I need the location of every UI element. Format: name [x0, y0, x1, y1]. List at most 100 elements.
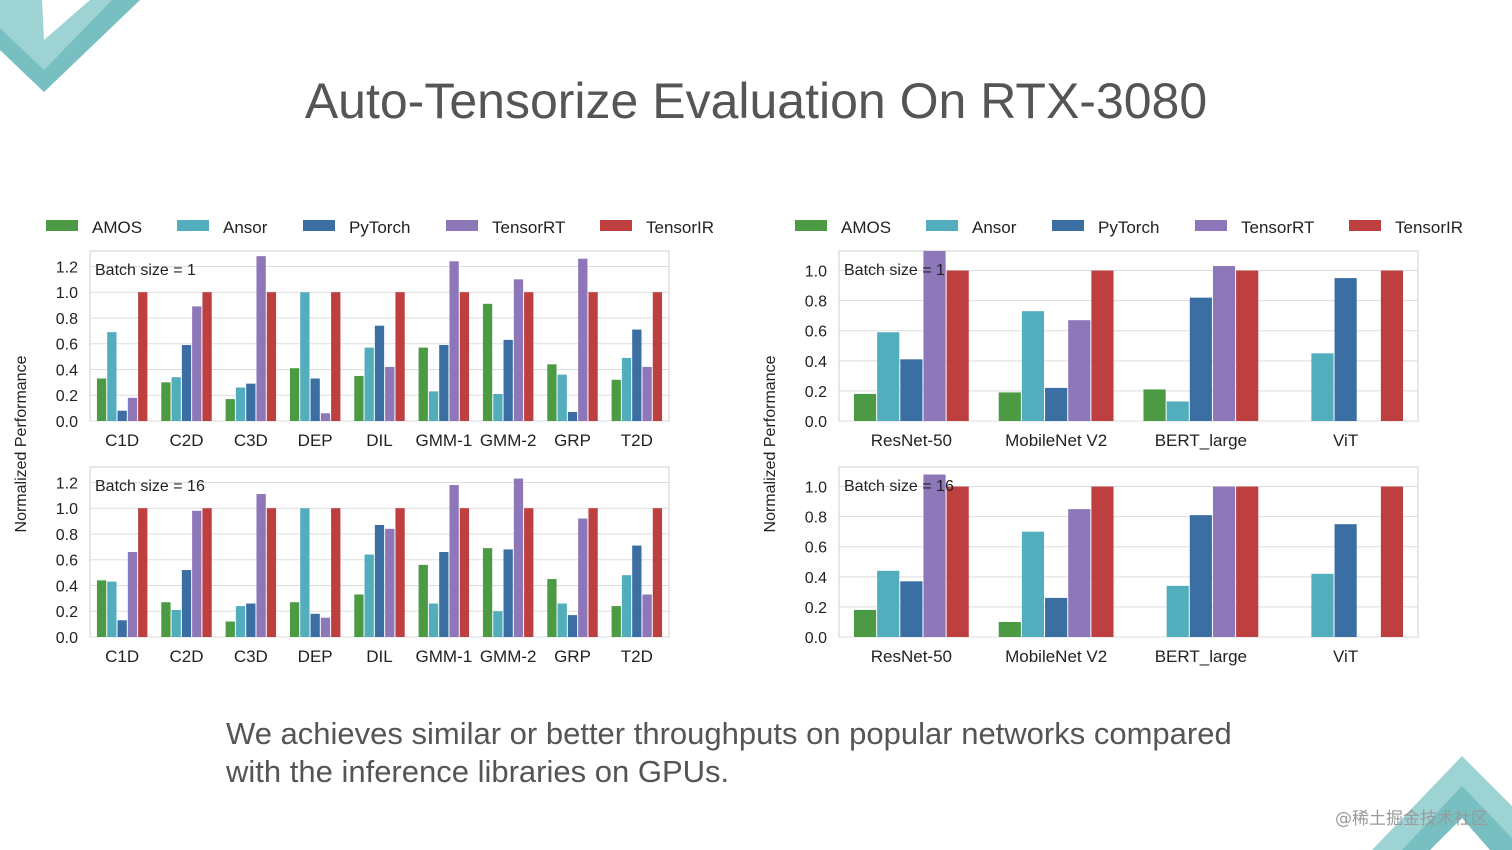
bar-amos-gmm-1 — [418, 347, 428, 421]
y-tick-label: 0.2 — [805, 600, 827, 617]
chart-panel-operators-batch-1: 0.0 0.2 0.4 0.6 0.8 1.0 1.2 C1D C2D C3D DEP DIL GMM-… — [46, 218, 714, 450]
bar-pytorch-gmm-1 — [439, 552, 449, 637]
x-tick-label: DEP — [298, 647, 333, 666]
legend-swatch-ansor — [177, 220, 209, 231]
bar-tensorir-grp — [588, 292, 598, 421]
legend-label-pytorch: PyTorch — [1098, 218, 1159, 237]
bar-tensorrt-c1d — [127, 552, 138, 637]
bar-tensorrt-dep — [320, 413, 331, 421]
bar-tensorir-vit — [1380, 270, 1404, 421]
legend-swatch-tensorrt — [1195, 220, 1227, 231]
bar-ansor-mobilenet-v2 — [1021, 531, 1045, 637]
y-tick-label: 0.8 — [805, 294, 827, 311]
bar-ansor-resnet-50 — [877, 570, 900, 637]
bar-tensorir-vit — [1380, 486, 1404, 637]
x-tick-label: ResNet-50 — [871, 647, 952, 666]
bar-ansor-gmm-1 — [428, 391, 439, 421]
batch-size-annotation: Batch size = 1 — [95, 262, 196, 279]
x-tick-label: MobileNet V2 — [1005, 431, 1107, 450]
y-tick-label: 0.0 — [56, 630, 78, 647]
watermark-text: @稀土掘金技术社区 — [1335, 809, 1488, 829]
y-tick-label: 1.0 — [56, 501, 78, 518]
bar-amos-dil — [354, 375, 364, 421]
bar-ansor-gmm-2 — [493, 611, 503, 637]
chart-panel-networks-batch-16: 0.0 0.2 0.4 0.6 0.8 1.0 ResNet-50 MobileNet V2 B… — [805, 466, 1419, 666]
bar-amos-dep — [289, 602, 300, 637]
y-tick-label: 0.8 — [56, 311, 78, 328]
bar-pytorch-bert-large — [1189, 515, 1212, 637]
batch-size-annotation: Batch size = 16 — [95, 478, 205, 495]
top-left-chevron-decoration — [0, 0, 140, 92]
x-tick-label: DIL — [366, 431, 392, 450]
legend-label-tensorir: TensorIR — [646, 218, 714, 237]
x-tick-label: GMM-2 — [480, 647, 537, 666]
bar-tensorrt-gmm-2 — [513, 279, 524, 421]
x-tick-label: C1D — [105, 647, 139, 666]
x-tick-label: C2D — [169, 647, 203, 666]
bar-tensorir-t2d — [652, 292, 663, 421]
y-tick-label: 0.2 — [56, 388, 78, 405]
y-tick-label: 1.2 — [56, 259, 78, 276]
bar-tensorir-bert-large — [1236, 486, 1259, 637]
y-tick-label: 1.0 — [805, 264, 827, 281]
slide-title: Auto-Tensorize Evaluation On RTX-3080 — [304, 73, 1208, 129]
x-tick-label: BERT_large — [1155, 647, 1247, 666]
bar-ansor-c1d — [107, 332, 117, 421]
bar-tensorrt-resnet-50 — [923, 251, 946, 421]
bar-ansor-c3d — [235, 606, 246, 637]
x-tick-label: T2D — [621, 647, 653, 666]
bar-amos-gmm-2 — [482, 548, 493, 637]
x-tick-label: C3D — [234, 431, 268, 450]
bar-pytorch-t2d — [632, 545, 642, 637]
bar-tensorir-c1d — [138, 508, 148, 637]
bar-pytorch-grp — [567, 411, 578, 421]
y-tick-label: 0.0 — [805, 630, 827, 647]
bar-amos-bert-large — [1143, 389, 1166, 421]
bar-amos-dep — [289, 368, 300, 421]
bar-pytorch-dep — [310, 378, 320, 421]
bar-tensorrt-grp — [578, 258, 588, 421]
bar-tensorir-c2d — [202, 508, 212, 637]
bar-pytorch-vit — [1334, 278, 1357, 421]
x-tick-label: ViT — [1333, 431, 1358, 450]
bar-pytorch-t2d — [632, 329, 642, 421]
legend-label-ansor: Ansor — [223, 218, 268, 237]
bar-amos-mobilenet-v2 — [998, 621, 1021, 637]
bar-pytorch-dep — [310, 613, 320, 637]
y-tick-label: 0.2 — [805, 384, 827, 401]
bar-pytorch-bert-large — [1189, 297, 1212, 421]
bar-pytorch-gmm-2 — [503, 339, 513, 421]
legend-swatch-pytorch — [303, 220, 335, 231]
legend-swatch-tensorir — [1349, 220, 1381, 231]
bar-pytorch-c2d — [181, 345, 192, 421]
bar-tensorrt-t2d — [642, 366, 652, 421]
bar-ansor-vit — [1311, 353, 1334, 421]
caption-line-1: We achieves similar or better throughput… — [226, 716, 1232, 751]
bar-ansor-grp — [557, 374, 567, 421]
bar-tensorrt-dil — [385, 528, 395, 637]
bar-amos-c3d — [225, 399, 235, 421]
bar-tensorir-gmm-1 — [459, 292, 470, 421]
y-axis-label: Normalized Performance — [13, 355, 30, 532]
bar-pytorch-c3d — [246, 383, 256, 421]
bar-ansor-c2d — [171, 609, 181, 637]
y-tick-label: 0.6 — [805, 324, 827, 341]
bar-ansor-grp — [557, 603, 567, 637]
batch-size-annotation: Batch size = 1 — [844, 262, 945, 279]
bar-tensorir-resnet-50 — [946, 270, 969, 421]
bar-tensorir-dil — [395, 292, 405, 421]
bar-tensorrt-grp — [578, 518, 588, 637]
bar-tensorrt-mobilenet-v2 — [1068, 320, 1091, 421]
bar-tensorir-c3d — [266, 292, 277, 421]
legend-swatch-tensorrt — [446, 220, 478, 231]
y-tick-label: 0.4 — [56, 362, 78, 379]
bar-amos-t2d — [611, 379, 621, 421]
legend-swatch-amos — [46, 220, 78, 231]
bar-amos-c2d — [161, 602, 171, 637]
legend-swatch-amos — [795, 220, 827, 231]
bar-pytorch-vit — [1334, 524, 1357, 637]
legend-label-amos: AMOS — [841, 218, 891, 237]
legend-label-ansor: Ansor — [972, 218, 1017, 237]
x-tick-label: GRP — [554, 431, 591, 450]
